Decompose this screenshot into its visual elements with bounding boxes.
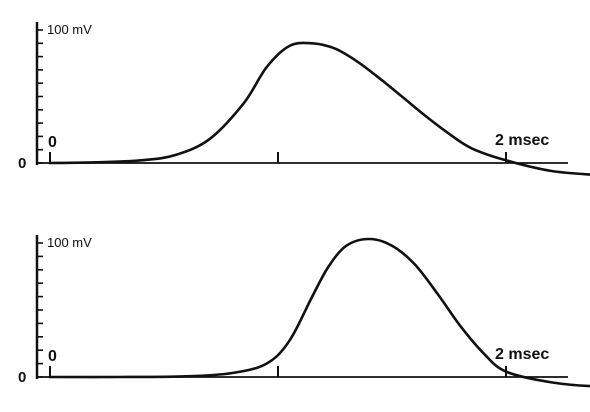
x-start-label: 0 xyxy=(48,348,57,365)
action-potential-panel-2: 100 mV 0 0 2 msec xyxy=(18,235,590,388)
y-scale-label: 100 mV xyxy=(47,22,92,37)
y-zero-label: 0 xyxy=(18,369,26,386)
x-end-label: 2 msec xyxy=(495,346,549,363)
x-start-label: 0 xyxy=(48,134,57,151)
action-potential-panel-1: 100 mV 0 0 2 msec xyxy=(18,22,590,176)
y-scale-label: 100 mV xyxy=(47,235,92,250)
y-zero-label: 0 xyxy=(18,155,26,172)
trace-series-1 xyxy=(48,41,590,176)
trace-series-2 xyxy=(48,237,590,388)
x-end-label: 2 msec xyxy=(495,132,549,149)
